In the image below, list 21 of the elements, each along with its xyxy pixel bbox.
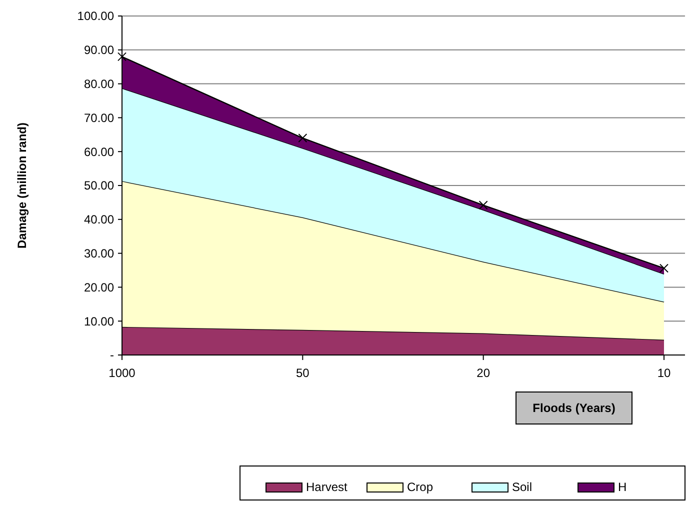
y-tick-label: 60.00	[84, 144, 114, 159]
x-axis-title: Floods (Years)	[532, 401, 616, 416]
legend-label: Soil	[512, 480, 532, 494]
y-tick-label: 50.00	[84, 178, 114, 193]
legend-label: H	[618, 480, 627, 494]
y-tick-label: 40.00	[84, 212, 114, 227]
y-tick-label: 90.00	[84, 43, 114, 58]
y-tick-label: 80.00	[84, 77, 114, 91]
y-tick-label: 10.00	[84, 314, 114, 328]
x-tick-label: 1000	[108, 366, 136, 380]
x-tick-label: 50	[296, 366, 310, 380]
y-tick-label: 20.00	[84, 280, 114, 294]
y-tick-label: 70.00	[84, 110, 114, 125]
x-tick-label: 10	[657, 366, 671, 380]
legend-label: Crop	[407, 480, 434, 494]
y-tick-label: 30.00	[84, 246, 114, 260]
y-tick-label: -	[110, 348, 114, 362]
legend-label: Harvest	[306, 480, 348, 494]
x-tick-label: 20	[476, 366, 490, 380]
y-tick-label: 100.00	[77, 9, 114, 24]
y-axis-title: Damage (million rand)	[15, 122, 30, 249]
